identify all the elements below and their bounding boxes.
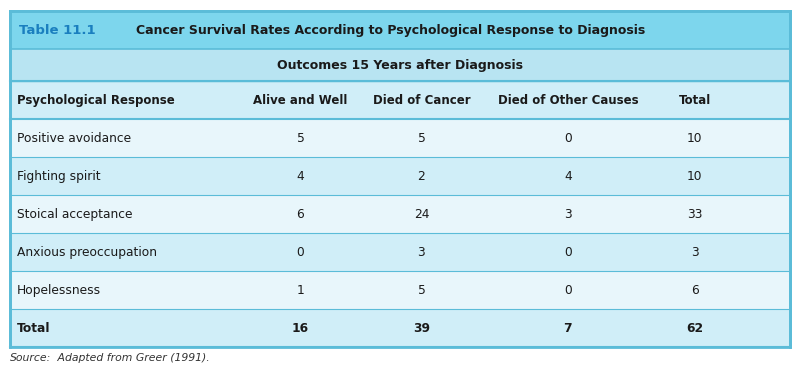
Bar <box>10 233 790 271</box>
Text: Adapted from Greer (1991).: Adapted from Greer (1991). <box>54 353 210 363</box>
Text: 10: 10 <box>687 170 702 183</box>
Text: 5: 5 <box>418 284 426 297</box>
Text: 3: 3 <box>564 208 572 221</box>
Bar <box>10 11 790 49</box>
Text: Total: Total <box>678 94 711 107</box>
Text: Died of Cancer: Died of Cancer <box>373 94 470 107</box>
Text: 1: 1 <box>297 284 304 297</box>
Bar <box>10 119 790 157</box>
Bar <box>10 309 790 347</box>
Text: Died of Other Causes: Died of Other Causes <box>498 94 638 107</box>
Text: 0: 0 <box>297 246 304 259</box>
Text: Hopelessness: Hopelessness <box>17 284 101 297</box>
Bar <box>10 81 790 119</box>
Text: Outcomes 15 Years after Diagnosis: Outcomes 15 Years after Diagnosis <box>277 59 523 72</box>
Text: 2: 2 <box>418 170 426 183</box>
Text: Positive avoidance: Positive avoidance <box>17 132 131 145</box>
Text: 0: 0 <box>564 246 572 259</box>
Text: 5: 5 <box>297 132 304 145</box>
Text: 0: 0 <box>564 284 572 297</box>
Text: Alive and Well: Alive and Well <box>254 94 348 107</box>
Text: 3: 3 <box>418 246 426 259</box>
Text: 39: 39 <box>413 322 430 335</box>
Text: Total: Total <box>17 322 50 335</box>
Bar <box>10 195 790 233</box>
Text: 62: 62 <box>686 322 703 335</box>
Bar <box>10 11 790 347</box>
Bar <box>10 157 790 195</box>
Text: 5: 5 <box>418 132 426 145</box>
Text: Stoical acceptance: Stoical acceptance <box>17 208 132 221</box>
Text: 6: 6 <box>691 284 698 297</box>
Text: 10: 10 <box>687 132 702 145</box>
Text: 7: 7 <box>563 322 572 335</box>
Text: 4: 4 <box>297 170 304 183</box>
Bar <box>10 271 790 309</box>
Text: 3: 3 <box>691 246 698 259</box>
Text: 0: 0 <box>564 132 572 145</box>
Text: 4: 4 <box>564 170 572 183</box>
Text: Fighting spirit: Fighting spirit <box>17 170 101 183</box>
Text: Source:: Source: <box>10 353 51 363</box>
Text: Psychological Response: Psychological Response <box>17 94 174 107</box>
Text: 6: 6 <box>297 208 304 221</box>
Text: Cancer Survival Rates According to Psychological Response to Diagnosis: Cancer Survival Rates According to Psych… <box>136 24 646 37</box>
Text: 33: 33 <box>687 208 702 221</box>
Text: 24: 24 <box>414 208 430 221</box>
Text: 16: 16 <box>292 322 309 335</box>
Text: Table 11.1: Table 11.1 <box>19 24 96 37</box>
Bar <box>10 49 790 81</box>
Text: Anxious preoccupation: Anxious preoccupation <box>17 246 157 259</box>
